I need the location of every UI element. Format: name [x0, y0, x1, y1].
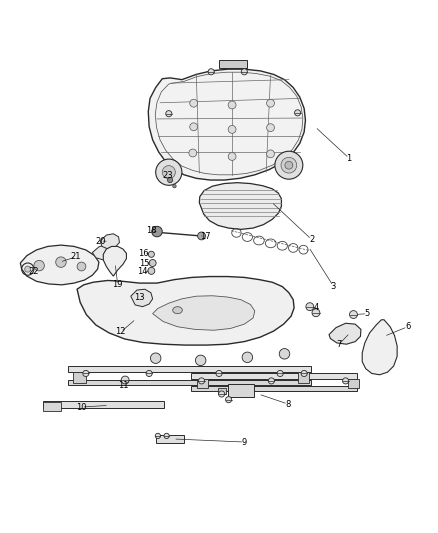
Circle shape	[228, 125, 236, 133]
Bar	[348, 379, 359, 388]
Text: 13: 13	[134, 293, 145, 302]
Circle shape	[195, 355, 206, 366]
Circle shape	[164, 433, 169, 439]
Circle shape	[312, 309, 320, 317]
Circle shape	[155, 159, 182, 185]
Circle shape	[198, 232, 205, 240]
Circle shape	[228, 101, 236, 109]
Bar	[191, 373, 357, 379]
Circle shape	[162, 166, 175, 179]
Text: 7: 7	[336, 340, 342, 349]
Circle shape	[275, 151, 303, 179]
Text: 9: 9	[242, 438, 247, 447]
Circle shape	[152, 227, 162, 237]
Circle shape	[173, 184, 176, 188]
Text: 14: 14	[138, 267, 148, 276]
Circle shape	[285, 161, 293, 169]
Text: 11: 11	[119, 381, 129, 390]
Circle shape	[279, 349, 290, 359]
Circle shape	[148, 268, 155, 274]
Circle shape	[267, 150, 275, 158]
Polygon shape	[20, 245, 99, 285]
Text: 3: 3	[331, 281, 336, 290]
Polygon shape	[329, 323, 361, 344]
Bar	[155, 435, 184, 443]
Polygon shape	[103, 246, 127, 276]
Circle shape	[56, 257, 66, 268]
Bar	[197, 379, 208, 388]
Polygon shape	[152, 296, 255, 330]
Bar	[68, 380, 311, 385]
Circle shape	[149, 260, 156, 266]
Circle shape	[294, 110, 300, 116]
Text: 12: 12	[116, 327, 126, 336]
Circle shape	[219, 391, 225, 397]
Text: 17: 17	[200, 232, 210, 241]
Polygon shape	[92, 245, 114, 260]
Circle shape	[216, 370, 222, 376]
Circle shape	[190, 99, 198, 107]
Circle shape	[301, 370, 307, 376]
Bar	[219, 60, 247, 68]
Text: 8: 8	[285, 400, 291, 408]
Bar	[218, 388, 226, 394]
Circle shape	[150, 353, 161, 364]
Text: 15: 15	[140, 259, 150, 268]
Circle shape	[166, 111, 172, 117]
Text: 23: 23	[162, 171, 173, 180]
Circle shape	[167, 177, 173, 183]
Circle shape	[155, 433, 160, 439]
Polygon shape	[362, 320, 397, 375]
Circle shape	[228, 152, 236, 160]
Circle shape	[267, 124, 275, 132]
Circle shape	[77, 262, 86, 271]
Text: 21: 21	[71, 253, 81, 261]
Bar	[43, 402, 61, 411]
Circle shape	[148, 251, 154, 257]
Text: 4: 4	[313, 303, 318, 312]
Text: 20: 20	[95, 237, 106, 246]
Text: 18: 18	[146, 226, 157, 235]
Ellipse shape	[173, 306, 182, 313]
Circle shape	[241, 69, 247, 75]
Circle shape	[277, 370, 283, 376]
Circle shape	[281, 157, 297, 173]
Text: 19: 19	[113, 280, 123, 289]
Circle shape	[83, 370, 89, 376]
Circle shape	[267, 99, 275, 107]
Text: 16: 16	[138, 249, 149, 258]
Text: 5: 5	[365, 309, 370, 318]
Circle shape	[268, 378, 275, 384]
Bar	[43, 401, 163, 408]
Bar	[191, 386, 357, 391]
Text: 22: 22	[28, 267, 39, 276]
Polygon shape	[199, 183, 282, 229]
Polygon shape	[148, 69, 305, 180]
Circle shape	[226, 397, 232, 403]
Text: 2: 2	[309, 235, 314, 244]
Circle shape	[121, 376, 129, 384]
Circle shape	[25, 266, 31, 272]
Text: 1: 1	[346, 154, 352, 163]
Circle shape	[146, 370, 152, 376]
Polygon shape	[77, 277, 294, 345]
Polygon shape	[100, 234, 120, 249]
Circle shape	[350, 311, 357, 318]
Circle shape	[208, 69, 214, 75]
Circle shape	[189, 149, 197, 157]
Text: 6: 6	[405, 322, 410, 331]
Bar	[228, 384, 254, 398]
Circle shape	[242, 352, 253, 362]
Circle shape	[190, 123, 198, 131]
Bar	[68, 366, 311, 372]
Text: 10: 10	[76, 402, 87, 411]
Circle shape	[343, 378, 349, 384]
Circle shape	[34, 261, 44, 271]
Circle shape	[306, 303, 314, 311]
Circle shape	[198, 378, 205, 384]
Polygon shape	[131, 289, 152, 306]
Bar	[73, 372, 86, 383]
Bar	[297, 372, 308, 383]
